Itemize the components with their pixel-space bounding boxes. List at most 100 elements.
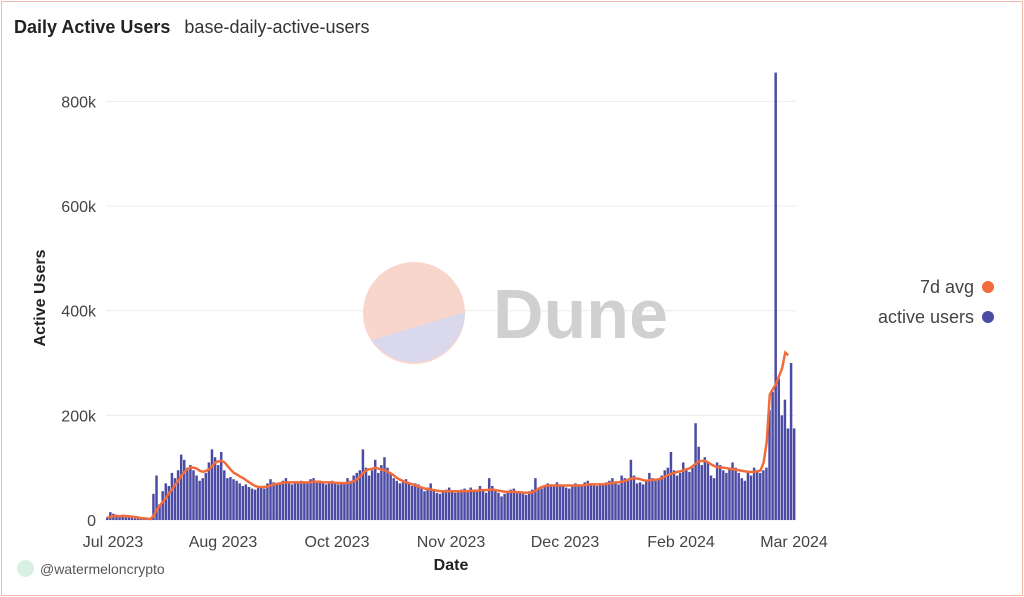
- bar: [106, 517, 109, 520]
- bar: [688, 471, 691, 520]
- bar: [675, 475, 679, 520]
- bar: [749, 475, 753, 520]
- bar: [414, 483, 417, 520]
- bar: [263, 488, 266, 520]
- bar: [318, 482, 322, 520]
- bar: [343, 483, 346, 520]
- bar: [395, 480, 399, 520]
- bar: [774, 72, 777, 521]
- bar: [580, 485, 583, 520]
- bar: [595, 485, 599, 520]
- bar: [641, 484, 645, 520]
- bar: [691, 467, 694, 520]
- bar: [629, 459, 633, 520]
- bar: [451, 491, 454, 520]
- bar: [685, 470, 688, 520]
- bar: [410, 485, 414, 520]
- bar: [531, 489, 534, 520]
- x-tick-label: Dec 2023: [531, 534, 600, 551]
- bar: [244, 484, 248, 520]
- bar: [315, 480, 318, 520]
- bar: [355, 472, 358, 520]
- legend-item-avg[interactable]: 7d avg: [878, 272, 994, 302]
- bar: [170, 472, 174, 520]
- bar: [460, 489, 463, 520]
- avatar-icon: [17, 560, 34, 577]
- bar: [454, 492, 457, 520]
- y-tick-label: 400k: [61, 304, 97, 321]
- bar: [253, 489, 257, 520]
- bar: [601, 484, 605, 520]
- chart-header: Daily Active Users base-daily-active-use…: [14, 17, 370, 43]
- bar: [392, 478, 395, 520]
- credit-text[interactable]: @watermeloncrypto: [40, 560, 165, 577]
- bar: [682, 462, 685, 520]
- bar: [247, 487, 251, 520]
- bar: [722, 470, 725, 520]
- bar: [783, 399, 787, 520]
- bar: [478, 485, 482, 520]
- bar: [204, 472, 208, 520]
- watermark-logo-bottom: [372, 312, 465, 363]
- bar: [238, 483, 241, 520]
- bar: [626, 480, 630, 520]
- bar: [598, 483, 602, 520]
- bar: [592, 484, 596, 520]
- bar: [349, 480, 352, 520]
- bar: [515, 491, 519, 520]
- bar: [648, 472, 651, 520]
- bar: [537, 487, 540, 520]
- bar: [555, 482, 559, 520]
- bar: [645, 480, 648, 520]
- dune-watermark: Dune: [363, 262, 668, 364]
- bar: [219, 451, 223, 520]
- bar: [534, 478, 537, 520]
- bar: [183, 459, 186, 520]
- bar: [755, 470, 759, 520]
- bar: [229, 477, 232, 520]
- bar: [241, 485, 245, 520]
- bar: [487, 478, 491, 520]
- bar: [367, 475, 371, 520]
- bar: [213, 457, 217, 520]
- bar: [712, 478, 716, 520]
- bar: [491, 485, 494, 520]
- bar: [173, 478, 177, 520]
- bar: [663, 470, 667, 520]
- y-tick-label: 200k: [61, 408, 97, 425]
- bar: [709, 475, 713, 520]
- bar: [752, 467, 756, 520]
- bar: [768, 410, 771, 520]
- bar: [469, 487, 472, 520]
- bar: [780, 415, 784, 520]
- bar: [703, 457, 707, 520]
- bar: [447, 487, 451, 520]
- bar: [130, 517, 134, 520]
- x-tick-label: Feb 2024: [647, 534, 715, 551]
- bar: [765, 467, 768, 520]
- bar: [746, 472, 750, 520]
- bar: [115, 515, 118, 520]
- bar: [586, 480, 590, 520]
- bar: [654, 480, 657, 520]
- bar: [762, 470, 765, 520]
- bar: [718, 465, 722, 520]
- bar: [287, 482, 291, 520]
- legend-dot-avg: [982, 281, 994, 293]
- x-tick-label: Oct 2023: [305, 534, 370, 551]
- bar: [697, 446, 700, 520]
- bar: [167, 485, 171, 520]
- bar: [309, 479, 312, 520]
- bar: [321, 483, 325, 520]
- bar: [186, 467, 189, 520]
- bar: [737, 472, 740, 520]
- x-tick-label: Aug 2023: [189, 534, 258, 551]
- legend-item-users[interactable]: active users: [878, 302, 994, 332]
- bar: [324, 484, 328, 520]
- bar: [549, 484, 553, 520]
- bar: [759, 472, 762, 520]
- bar: [192, 470, 195, 520]
- bar: [333, 483, 337, 520]
- bar: [620, 475, 623, 520]
- bar: [728, 467, 731, 520]
